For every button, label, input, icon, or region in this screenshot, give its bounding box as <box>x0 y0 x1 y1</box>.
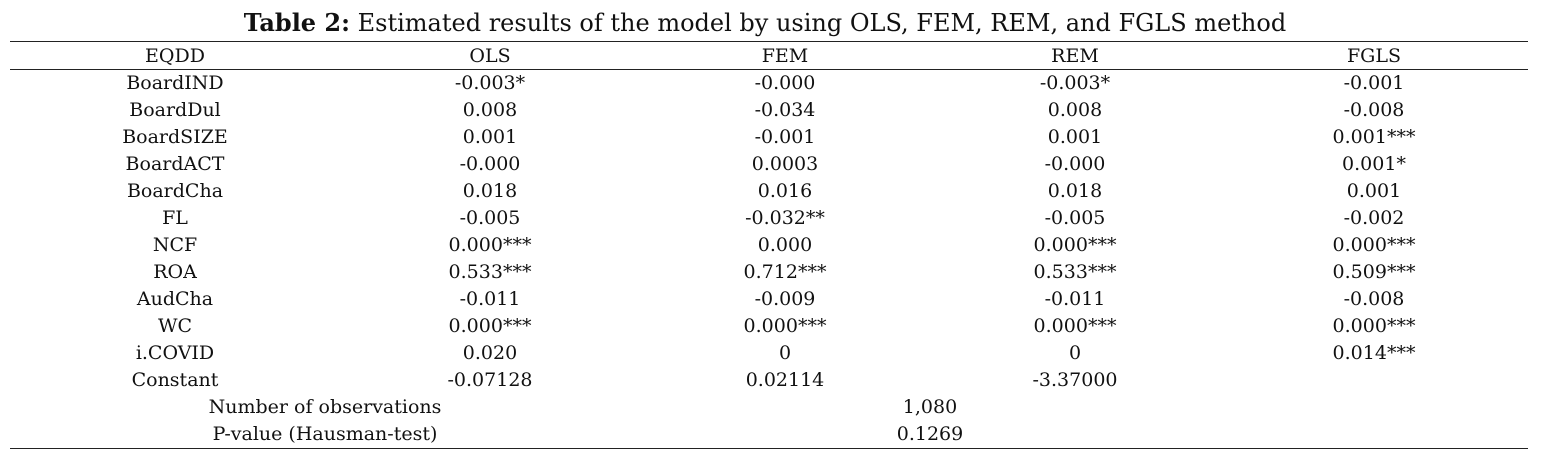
summary-value: 1,080 <box>902 396 958 418</box>
table-row: BoardIND -0.003* -0.000 -0.003* -0.001 <box>10 70 1528 98</box>
table-row: AudCha -0.011 -0.009 -0.011 -0.008 <box>10 286 1528 313</box>
coef-cell-ols: -0.003* <box>454 72 526 94</box>
coef-cell-fgls: -0.001 <box>1343 72 1405 94</box>
table-row: i.COVID 0.020 0 0 0.014*** <box>10 340 1528 367</box>
variable-name-cell: BoardSIZE <box>122 126 228 148</box>
coef-cell-fem: -0.032** <box>745 207 825 229</box>
coef-cell-rem: -3.37000 <box>1032 369 1118 391</box>
coef-cell-fgls: -0.002 <box>1343 207 1405 229</box>
header-row: EQDD OLS FEM REM FGLS <box>10 41 1528 70</box>
coef-cell-fem: 0.02114 <box>745 369 825 391</box>
variable-name-cell: BoardCha <box>126 180 224 202</box>
coef-cell-ols: -0.07128 <box>447 369 533 391</box>
table-row: NCF 0.000*** 0.000 0.000*** 0.000*** <box>10 232 1528 259</box>
coef-cell-rem: 0 <box>1068 342 1082 364</box>
coef-cell-fgls: 0.509*** <box>1332 261 1416 283</box>
table-row: ROA 0.533*** 0.712*** 0.533*** 0.509*** <box>10 259 1528 286</box>
results-table: EQDD OLS FEM REM FGLS BoardIND -0.003* -0.… <box>10 41 1528 449</box>
coef-cell-rem: 0.000*** <box>1033 315 1117 337</box>
coef-cell-fgls: 0.000*** <box>1332 315 1416 337</box>
table-body: BoardIND -0.003* -0.000 -0.003* -0.001 BoardD… <box>10 70 1528 449</box>
coef-cell-rem: -0.000 <box>1044 153 1106 175</box>
coef-cell-fem: 0.000*** <box>743 315 827 337</box>
coef-cell-fem: -0.000 <box>754 72 816 94</box>
coef-cell-fgls: 0.001 <box>1346 180 1402 202</box>
coef-cell-ols: 0.000*** <box>448 234 532 256</box>
coef-cell-rem: -0.011 <box>1044 288 1106 310</box>
variable-name-cell: ROA <box>153 261 197 283</box>
coef-cell-rem: 0.008 <box>1047 99 1103 121</box>
header-rem: REM <box>930 41 1220 70</box>
coef-cell-rem: 0.533*** <box>1033 261 1117 283</box>
coef-cell-rem: 0.018 <box>1047 180 1103 202</box>
summary-row: P-value (Hausman-test) 0.1269 <box>10 421 1528 449</box>
header-fem: FEM <box>640 41 930 70</box>
variable-name-cell: i.COVID <box>135 342 215 364</box>
table-caption: Table 2: Estimated results of the model … <box>0 8 1530 38</box>
coef-cell-ols: 0.000*** <box>448 315 532 337</box>
coef-cell-ols: -0.011 <box>459 288 521 310</box>
coef-cell-fem: 0.0003 <box>751 153 819 175</box>
header-eqdd: EQDD <box>10 41 340 70</box>
summary-value: 0.1269 <box>640 421 1220 449</box>
coef-cell-ols: 0.018 <box>462 180 518 202</box>
header-ols: OLS <box>340 41 640 70</box>
coef-cell-ols: 0.533*** <box>448 261 532 283</box>
coef-cell-ols: 0.020 <box>462 342 518 364</box>
summary-row: Number of observations 1,080 <box>10 394 1528 421</box>
summary-label: P-value (Hausman-test) <box>10 421 640 449</box>
coef-cell-fgls: 0.001*** <box>1332 126 1416 148</box>
variable-name-cell: BoardACT <box>125 153 225 175</box>
coef-cell-rem: -0.003* <box>1039 72 1111 94</box>
table-row: BoardACT -0.000 0.0003 -0.000 0.001* <box>10 151 1528 178</box>
coef-cell-fgls: 0.000*** <box>1332 234 1416 256</box>
coef-cell-fem: 0.000 <box>757 234 813 256</box>
variable-name-cell: BoardDul <box>129 99 221 121</box>
coef-cell-ols: -0.005 <box>459 207 521 229</box>
coef-cell-fgls: -0.008 <box>1343 288 1405 310</box>
caption-text: Estimated results of the model by using … <box>357 9 1287 37</box>
coef-cell-fem: 0 <box>778 342 792 364</box>
coef-cell-fgls: 0.014*** <box>1332 342 1416 364</box>
table-row: BoardDul 0.008 -0.034 0.008 -0.008 <box>10 97 1528 124</box>
coef-cell-ols: -0.000 <box>459 153 521 175</box>
table-row: WC 0.000*** 0.000*** 0.000*** 0.000*** <box>10 313 1528 340</box>
table-row: BoardCha 0.018 0.016 0.018 0.001 <box>10 178 1528 205</box>
coef-cell-fem: 0.016 <box>757 180 813 202</box>
variable-name-cell: AudCha <box>136 288 214 310</box>
coef-cell-fem: -0.001 <box>754 126 816 148</box>
header-fgls: FGLS <box>1220 41 1528 70</box>
variable-name-cell: Constant <box>131 369 219 391</box>
coef-cell-fgls: 0.001* <box>1342 153 1406 175</box>
coef-cell-fem: -0.009 <box>754 288 816 310</box>
caption-label: Table 2: <box>243 8 350 37</box>
summary-label: Number of observations <box>208 396 442 418</box>
summary-empty-cell <box>1220 421 1528 449</box>
coef-cell-fgls <box>1220 367 1528 394</box>
variable-name-cell: FL <box>162 207 188 229</box>
coef-cell-fem: 0.712*** <box>743 261 827 283</box>
table-row: BoardSIZE 0.001 -0.001 0.001 0.001*** <box>10 124 1528 151</box>
coef-cell-rem: 0.000*** <box>1033 234 1117 256</box>
coef-cell-fgls: -0.008 <box>1343 99 1405 121</box>
table-row: FL -0.005 -0.032** -0.005 -0.002 <box>10 205 1528 232</box>
coef-cell-ols: 0.001 <box>462 126 518 148</box>
variable-name-cell: NCF <box>152 234 198 256</box>
variable-name-cell: WC <box>157 315 193 337</box>
coef-cell-rem: -0.005 <box>1044 207 1106 229</box>
table-row: Constant -0.07128 0.02114 -3.37000 <box>10 367 1528 394</box>
coef-cell-rem: 0.001 <box>1047 126 1103 148</box>
coef-cell-fem: -0.034 <box>754 99 816 121</box>
coef-cell-ols: 0.008 <box>462 99 518 121</box>
variable-name-cell: BoardIND <box>126 72 224 94</box>
summary-empty-cell <box>1220 394 1528 421</box>
